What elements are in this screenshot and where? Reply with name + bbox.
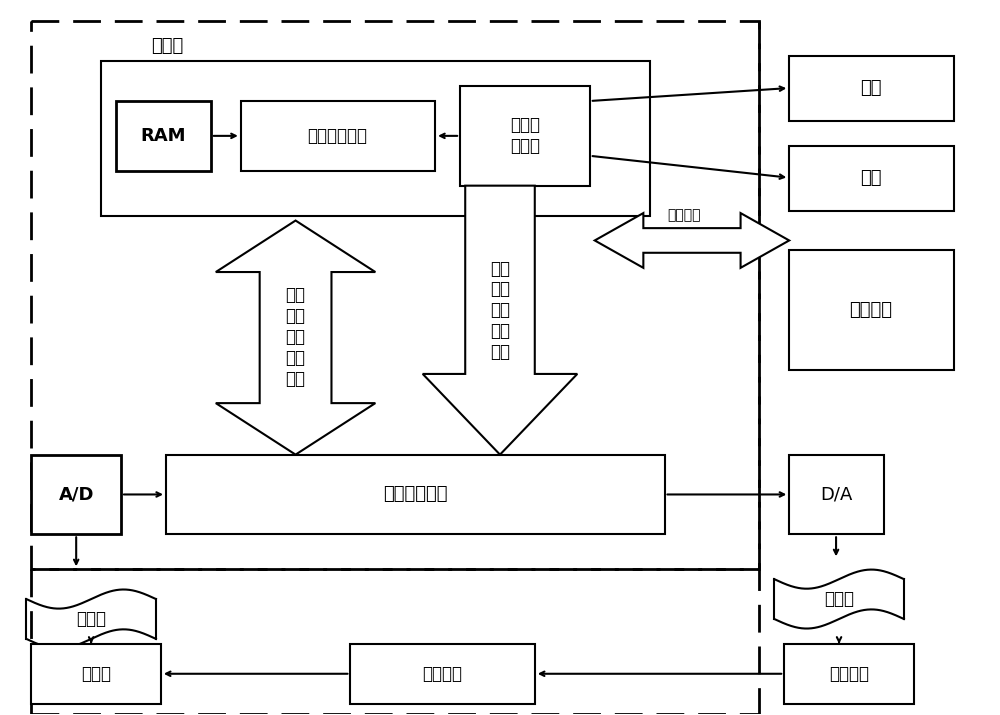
Text: 打印: 打印 <box>860 79 882 97</box>
Text: 在线控制程序: 在线控制程序 <box>383 485 447 503</box>
Text: 离线控制程序: 离线控制程序 <box>307 127 367 145</box>
Bar <box>460 86 590 186</box>
Bar <box>789 146 954 211</box>
Bar <box>31 644 161 704</box>
Text: D/A: D/A <box>820 485 852 503</box>
Bar <box>166 455 665 534</box>
Text: 在线
微调
参数
传输
通道: 在线 微调 参数 传输 通道 <box>286 287 306 388</box>
Text: 执行机构: 执行机构 <box>829 665 869 683</box>
Bar <box>350 644 535 704</box>
Bar <box>241 101 435 171</box>
Bar <box>789 56 954 121</box>
Bar <box>101 61 650 215</box>
Text: 以太网: 以太网 <box>76 610 106 628</box>
Text: 交互接口: 交互接口 <box>668 209 701 222</box>
Text: 工控机: 工控机 <box>151 37 183 55</box>
Text: 组态界面: 组态界面 <box>849 301 892 319</box>
Polygon shape <box>216 220 375 455</box>
Text: 被控过程: 被控过程 <box>422 665 462 683</box>
Text: 综合性
能指标: 综合性 能指标 <box>510 117 540 155</box>
Text: RAM: RAM <box>140 127 186 145</box>
Bar <box>31 455 121 534</box>
Text: 以太网: 以太网 <box>824 590 854 608</box>
Bar <box>789 455 884 534</box>
Text: 报警: 报警 <box>860 169 882 187</box>
Bar <box>116 101 211 171</box>
Polygon shape <box>423 186 577 455</box>
Polygon shape <box>595 213 789 268</box>
Bar <box>31 21 759 569</box>
Text: 离线
调节
参数
传输
通道: 离线 调节 参数 传输 通道 <box>490 260 510 361</box>
Bar <box>784 644 914 704</box>
Text: 变送器: 变送器 <box>81 665 111 683</box>
Text: A/D: A/D <box>58 485 94 503</box>
Bar <box>789 250 954 370</box>
